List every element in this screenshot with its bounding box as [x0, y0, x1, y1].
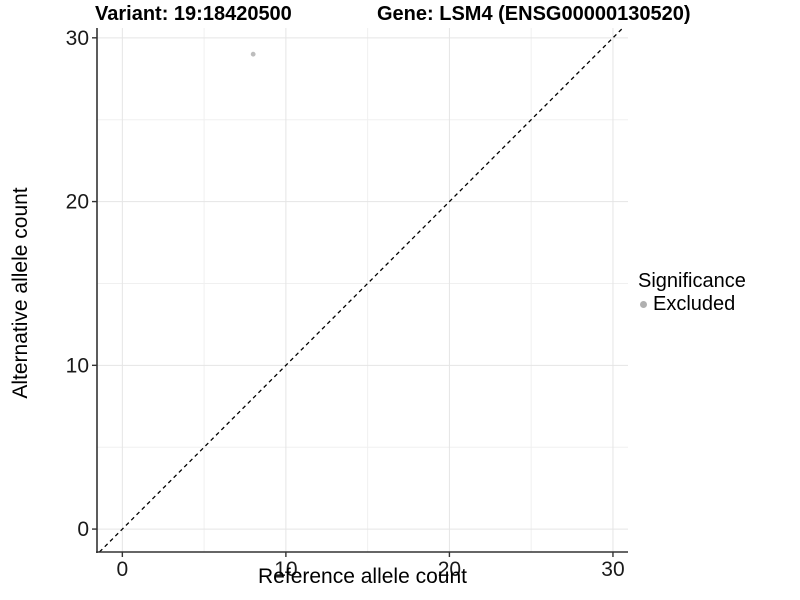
y-tick-label: 30 — [66, 27, 89, 50]
y-axis-title: Alternative allele count — [9, 187, 32, 399]
x-tick-label: 20 — [438, 558, 461, 581]
x-tick-label: 10 — [274, 558, 297, 581]
legend-entry-label: Excluded — [653, 293, 736, 315]
y-tick-label: 20 — [66, 191, 89, 214]
y-tick-label: 0 — [77, 518, 89, 541]
x-tick-label: 30 — [601, 558, 624, 581]
data-point — [250, 51, 256, 57]
x-axis-title: Reference allele count — [258, 565, 467, 588]
plot-title-gene: Gene: LSM4 (ENSG00000130520) — [377, 3, 691, 25]
y-tick-label: 10 — [66, 354, 89, 377]
legend-title: Significance — [638, 270, 746, 292]
legend-entries: Excluded — [638, 293, 746, 315]
legend-entry: Excluded — [640, 293, 746, 315]
identity-line — [98, 27, 624, 553]
plot-title-variant: Variant: 19:18420500 — [95, 3, 292, 25]
x-tick-label: 0 — [117, 558, 129, 581]
legend-key-dot-icon — [640, 300, 647, 308]
legend: Significance Excluded — [638, 270, 746, 315]
